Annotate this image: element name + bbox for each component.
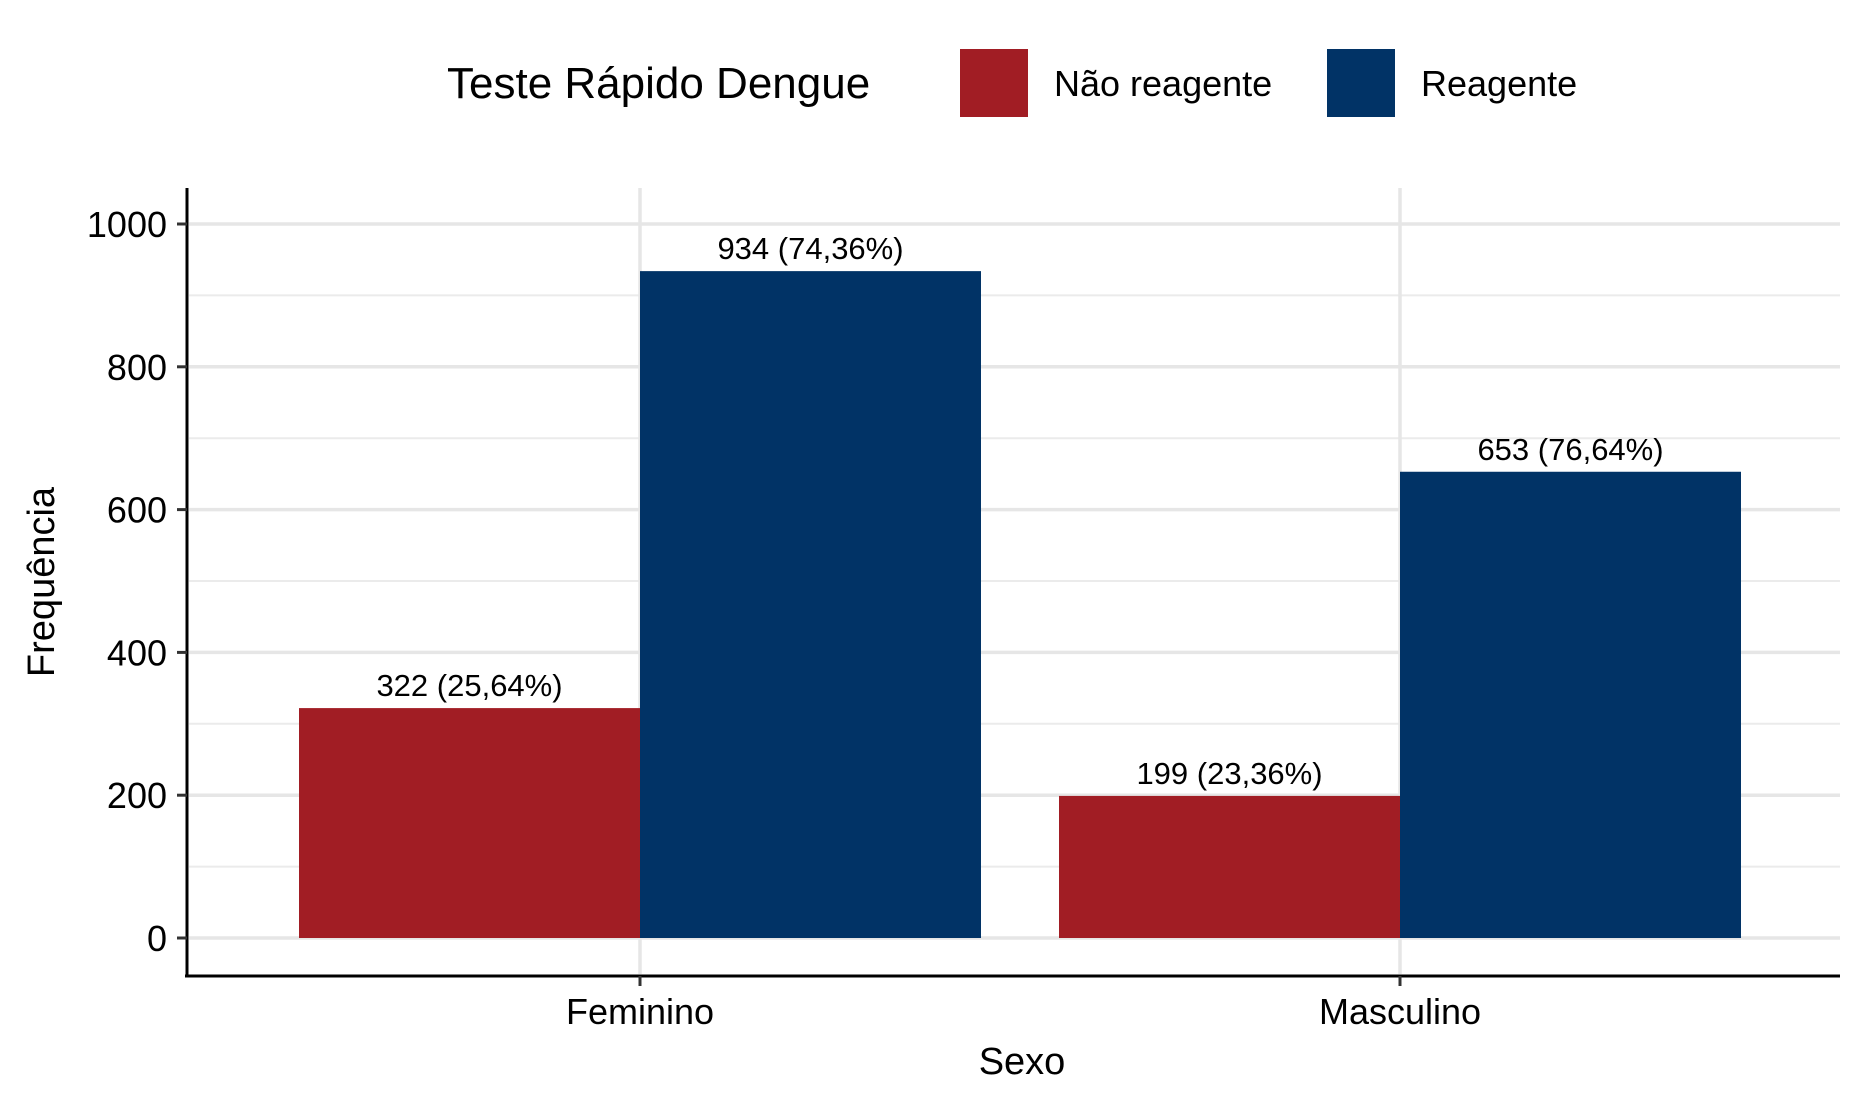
x-tick-label: Masculino (1319, 991, 1481, 1032)
bars (299, 271, 1741, 938)
y-tick-label: 400 (107, 632, 167, 673)
x-axis-title: Sexo (979, 1041, 1066, 1083)
bar-labels: 322 (25,64%) 934 (74,36%) 199 (23,36%) 653 … (376, 231, 1663, 791)
legend-title: Teste Rápido Dengue (447, 59, 870, 108)
bar-feminino-reagente (640, 271, 981, 938)
bar-feminino-nao-reagente (299, 708, 640, 938)
legend-label-nao-reagente: Não reagente (1054, 63, 1272, 104)
x-tick-label: Feminino (566, 991, 714, 1032)
legend: Teste Rápido Dengue Não reagente Reagent… (447, 49, 1577, 117)
y-tick-label: 0 (147, 918, 167, 959)
legend-swatch-reagente (1327, 49, 1395, 117)
x-axis-ticks: Feminino Masculino (566, 976, 1481, 1032)
legend-label-reagente: Reagente (1421, 63, 1577, 104)
bar-data-label: 322 (25,64%) (376, 668, 562, 703)
bar-masculino-reagente (1400, 471, 1741, 938)
legend-swatch-nao-reagente (960, 49, 1028, 117)
y-tick-label: 1000 (87, 204, 167, 245)
bar-data-label: 653 (76,64%) (1477, 432, 1663, 467)
bar-data-label: 199 (23,36%) (1136, 756, 1322, 791)
y-axis-ticks: 0 200 400 600 800 1000 (87, 204, 187, 959)
y-tick-label: 800 (107, 347, 167, 388)
y-tick-label: 200 (107, 775, 167, 816)
y-axis-title: Frequência (21, 486, 63, 677)
bar-masculino-nao-reagente (1059, 795, 1400, 938)
y-tick-label: 600 (107, 490, 167, 531)
bar-data-label: 934 (74,36%) (717, 231, 903, 266)
